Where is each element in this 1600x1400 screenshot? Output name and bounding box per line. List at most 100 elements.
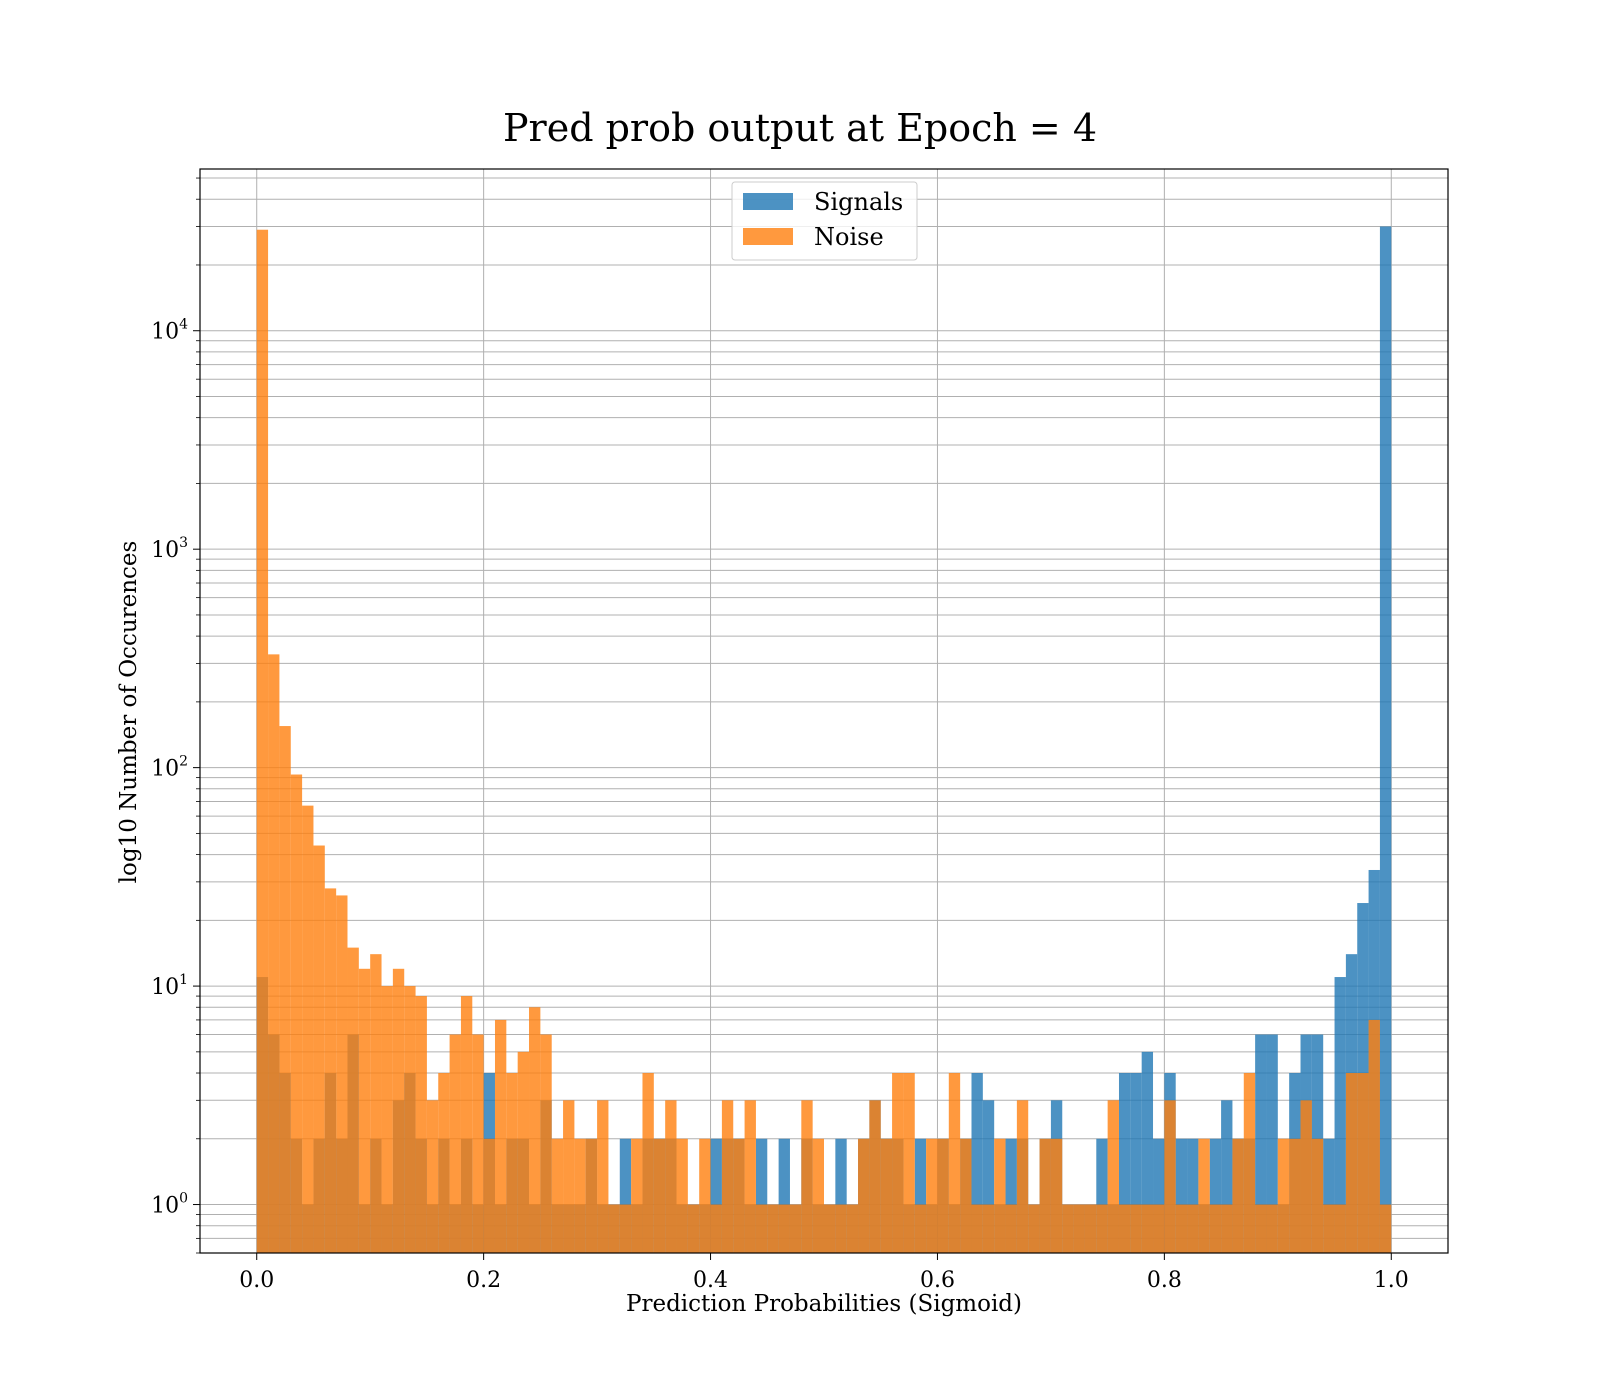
plot-frame: [199, 168, 1449, 1254]
bar-signals: [1255, 1034, 1267, 1253]
bar-noise: [324, 888, 337, 1253]
bar-noise: [948, 1073, 961, 1253]
bar-noise: [1050, 1138, 1063, 1253]
bar-signals: [1175, 1138, 1188, 1253]
bar-noise: [767, 1204, 779, 1253]
bar-noise: [585, 1138, 598, 1253]
bar-noise: [426, 1100, 439, 1253]
bar-signals: [835, 1138, 847, 1253]
y-axis-label: log10 Number of Occurences: [116, 541, 142, 884]
bar-noise: [381, 986, 393, 1253]
y-tick-label: 104: [151, 317, 188, 345]
bar-noise: [676, 1138, 688, 1253]
bar-noise: [1209, 1204, 1222, 1253]
bar-noise: [733, 1138, 745, 1253]
bar-noise: [824, 1204, 836, 1253]
bar-noise: [1062, 1204, 1074, 1253]
bar-noise: [1266, 1204, 1278, 1253]
bar-noise: [1164, 1100, 1176, 1253]
bar-noise: [302, 805, 314, 1253]
bar-noise: [892, 1073, 904, 1253]
bar-signals: [1141, 1051, 1154, 1253]
bar-noise: [256, 229, 269, 1253]
bar-noise: [858, 1138, 870, 1253]
y-tick-label: 100: [151, 1191, 188, 1219]
bar-noise: [597, 1100, 609, 1253]
bar-signals: [1096, 1138, 1108, 1253]
bar-noise: [1005, 1204, 1017, 1253]
bar-noise: [1187, 1204, 1199, 1253]
bar-noise: [472, 1034, 484, 1253]
bar-noise: [1232, 1138, 1244, 1253]
bar-noise: [415, 996, 427, 1253]
bar-noise: [1107, 1100, 1119, 1253]
bar-signals: [1221, 1100, 1233, 1253]
bar-noise: [982, 1204, 995, 1253]
legend: Signals Noise: [731, 181, 918, 261]
bar-noise: [721, 1100, 734, 1253]
y-tick-label: 102: [151, 754, 188, 782]
bar-signals: [710, 1138, 722, 1253]
bar-noise: [1243, 1073, 1256, 1253]
bar-noise: [687, 1204, 700, 1253]
bar-noise: [778, 1204, 790, 1253]
bar-signals: [971, 1073, 983, 1253]
bar-noise: [268, 654, 280, 1253]
bar-signals: [1323, 1138, 1335, 1253]
bar-noise: [608, 1204, 620, 1253]
bar-noise: [1198, 1138, 1210, 1253]
bar-noise: [336, 895, 348, 1253]
x-tick-label: 0.4: [693, 1268, 728, 1293]
bar-noise: [642, 1073, 654, 1253]
bar-noise: [903, 1073, 915, 1253]
y-tick-label: 101: [151, 972, 188, 1000]
bar-noise: [1016, 1100, 1029, 1253]
legend-label-noise: Noise: [814, 223, 884, 251]
bar-noise: [1073, 1204, 1085, 1253]
bar-noise: [1300, 1100, 1312, 1253]
bar-noise: [1096, 1204, 1108, 1253]
bar-noise: [846, 1204, 859, 1253]
bar-signals: [1334, 977, 1346, 1253]
bar-noise: [812, 1138, 824, 1253]
y-tick-label: 103: [151, 535, 188, 563]
x-tick-label: 1.0: [1374, 1268, 1409, 1293]
bar-noise: [1357, 1073, 1369, 1253]
x-tick-label: 0.0: [239, 1268, 274, 1293]
bar-noise: [494, 1019, 507, 1253]
bar-signals: [619, 1138, 632, 1253]
bar-noise: [960, 1138, 972, 1253]
bar-noise: [744, 1100, 756, 1253]
bar-noise: [290, 774, 303, 1253]
bar-noise: [483, 1138, 495, 1253]
bar-noise: [392, 968, 405, 1253]
bar-noise: [517, 1051, 530, 1253]
bar-noise: [1323, 1204, 1335, 1253]
bar-noise: [1221, 1204, 1233, 1253]
legend-label-signals: Signals: [814, 188, 903, 216]
legend-swatch-noise: [743, 228, 793, 245]
bar-noise: [551, 1138, 564, 1253]
bar-noise: [460, 996, 473, 1253]
bar-noise: [506, 1073, 518, 1253]
bar-noise: [347, 947, 359, 1253]
x-tick-label: 0.2: [466, 1268, 501, 1293]
bar-noise: [914, 1204, 927, 1253]
bar-noise: [1277, 1138, 1290, 1253]
bar-noise: [789, 1204, 802, 1253]
bar-signals: [1187, 1138, 1199, 1253]
bar-signals: [778, 1138, 790, 1253]
bar-noise: [1334, 1204, 1346, 1253]
chart-title: Pred prob output at Epoch = 4: [503, 106, 1097, 150]
bar-noise: [835, 1204, 847, 1253]
bar-noise: [1255, 1204, 1267, 1253]
bar-noise: [1039, 1138, 1051, 1253]
bar-noise: [313, 845, 325, 1253]
bar-signals: [1153, 1138, 1165, 1253]
bar-signals: [1130, 1073, 1142, 1253]
bar-noise: [631, 1138, 643, 1253]
bar-signals: [982, 1100, 995, 1253]
x-axis-label: Prediction Probabilities (Sigmoid): [626, 1291, 1022, 1317]
bar-noise: [699, 1138, 711, 1253]
